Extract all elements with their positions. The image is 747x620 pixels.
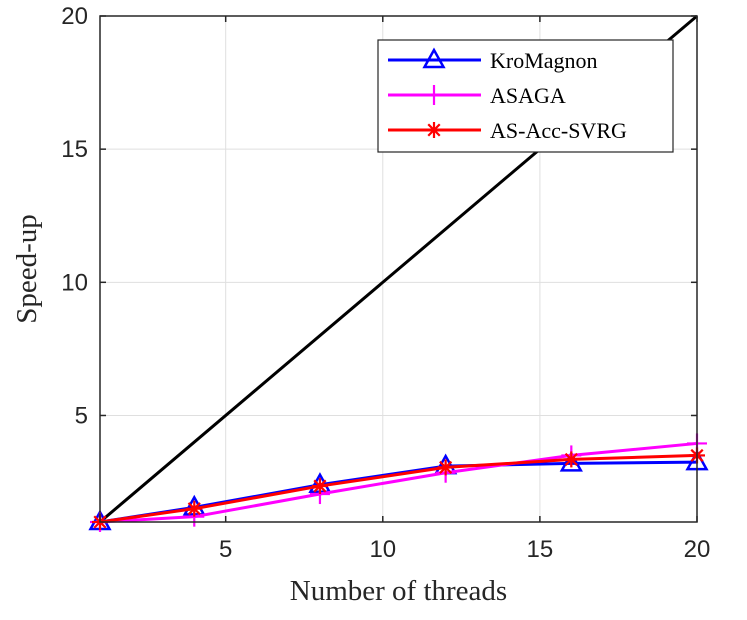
data-point-marker	[311, 478, 328, 495]
data-point-marker	[563, 451, 580, 468]
legend: KroMagnon ASAGA AS-Acc-SVRG	[377, 39, 674, 153]
y-tick-label: 15	[61, 136, 88, 163]
x-tick-label: 5	[219, 536, 232, 563]
data-point-marker	[186, 500, 203, 517]
plot-frame	[99, 15, 698, 523]
legend-marker-d	[427, 123, 441, 137]
legend-marker	[424, 85, 444, 105]
axis-ticks: 5 10 15 20 5 10 15 20	[61, 3, 710, 563]
legend-marker	[426, 122, 442, 138]
legend-label: KroMagnon	[490, 48, 598, 73]
y-tick-label: 10	[61, 269, 88, 296]
x-tick-label: 10	[369, 536, 396, 563]
series-group	[88, 433, 709, 532]
data-point-marker	[437, 459, 454, 476]
legend-label: AS-Acc-SVRG	[490, 118, 627, 143]
data-point-marker-d	[564, 452, 578, 466]
series-line	[99, 441, 698, 524]
y-tick-label: 5	[75, 402, 88, 429]
series-line	[99, 453, 698, 524]
legend-label: ASAGA	[490, 83, 566, 108]
legend-item: AS-Acc-SVRG	[388, 118, 627, 143]
data-point-marker	[559, 450, 583, 472]
y-axis-title: Speed-up	[11, 214, 43, 324]
data-point-marker-d	[187, 502, 201, 516]
x-tick-label: 20	[684, 536, 711, 563]
data-point-marker-d	[313, 479, 327, 493]
y-tick-label: 20	[61, 3, 88, 30]
x-axis-title: Number of threads	[290, 575, 507, 607]
data-point-marker-d	[439, 460, 453, 474]
legend-item: ASAGA	[388, 83, 566, 108]
series-as-acc-svrg	[92, 447, 705, 530]
legend-marker	[422, 47, 446, 69]
x-tick-label: 15	[527, 536, 554, 563]
legend-item: KroMagnon	[388, 47, 598, 73]
